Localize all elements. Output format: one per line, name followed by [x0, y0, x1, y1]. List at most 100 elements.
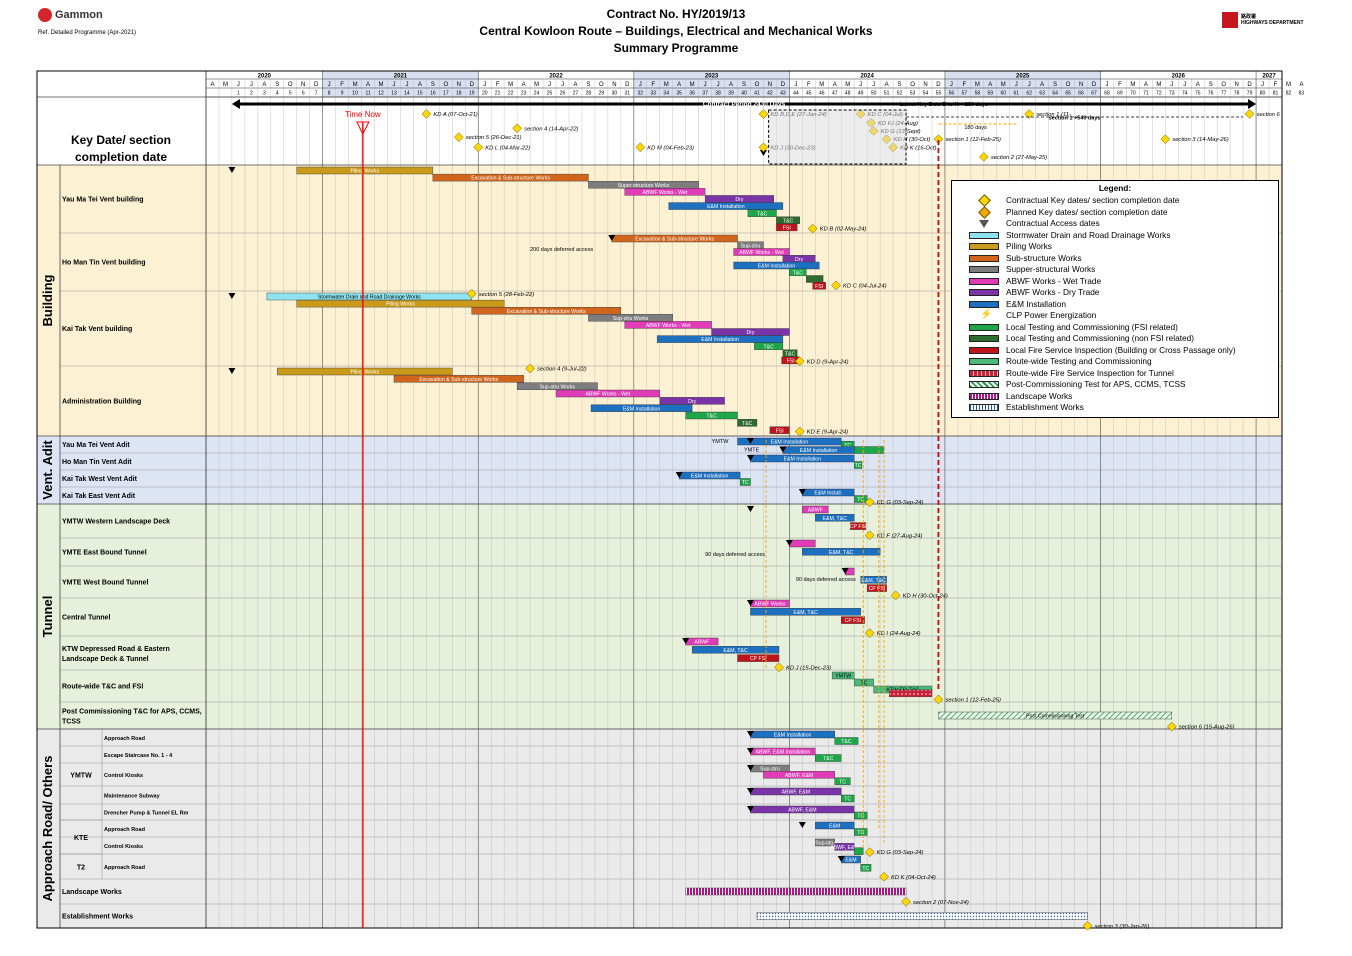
- bar-wet: [789, 539, 816, 548]
- row-label: Escape Staircase No. 1 - 4: [104, 753, 173, 759]
- month-number: 72: [1156, 91, 1162, 97]
- legend-item-label: ABWF Works - Dry Trade: [1006, 287, 1100, 297]
- month-letter: J: [794, 82, 797, 88]
- legend-item: Route-wide Testing and Commissioning: [952, 356, 1278, 367]
- access-date-triangle: [682, 638, 690, 644]
- legend-swatch: [969, 335, 999, 342]
- bar-label: ABWF, E&M: [785, 773, 814, 779]
- milestone-diamond: [794, 356, 805, 367]
- access-date-triangle: [841, 568, 849, 574]
- month-letter: M: [690, 82, 695, 88]
- bar-label: Dry: [688, 399, 696, 405]
- legend-item-label: Post-Commissioning Test for APS, CCMS, T…: [1006, 379, 1186, 389]
- bar-tc_fsi: [747, 209, 777, 217]
- bar-label: CP FSI: [869, 586, 886, 592]
- bar-label: Excavation & Sub-structure Works: [419, 377, 498, 383]
- month-number: 19: [469, 91, 475, 97]
- row-label: Control Kiosks: [104, 773, 143, 779]
- month-number: 69: [1117, 91, 1123, 97]
- bar-label: Dry: [746, 330, 754, 336]
- month-number: 49: [858, 91, 864, 97]
- bar-tc_fsi: [754, 342, 784, 350]
- bar-label: T&C: [757, 211, 768, 217]
- month-letter: D: [1247, 82, 1252, 88]
- title-line-2: Central Kowloon Route – Buildings, Elect…: [479, 24, 873, 38]
- legend-swatch: [969, 277, 999, 285]
- bar-super: [516, 382, 598, 390]
- gammon-logo-mark: [38, 8, 52, 22]
- month-letter: J: [1183, 82, 1186, 88]
- bar-label: ABWF Works - Wet: [739, 250, 784, 256]
- row-label: Yau Ma Tei Vent building: [62, 197, 144, 204]
- bar-label: T&C: [706, 414, 717, 420]
- month-letter: J: [704, 82, 707, 88]
- milestone-label: section 5 (28-Feb-22): [479, 292, 534, 298]
- milestone-label: KD M (04-Feb-23): [647, 145, 694, 151]
- legend-item: E&M Installation: [952, 299, 1278, 310]
- bar-label: Stormwater Drain and Road Drainage Works: [318, 295, 421, 301]
- bar-wet: [763, 771, 835, 779]
- access-date-triangle: [675, 472, 683, 478]
- title-line-1: Contract No. HY/2019/13: [606, 7, 746, 21]
- month-number: 20: [482, 91, 488, 97]
- legend-item-label: Sub-structure Works: [1006, 252, 1082, 263]
- bar-label: Excavation & Sub-structure Works: [507, 309, 586, 315]
- month-letter: A: [573, 82, 577, 88]
- month-number: 53: [910, 91, 916, 97]
- bar-land: [685, 887, 907, 896]
- year-label: 2026: [1172, 74, 1186, 80]
- legend-item-label: Local Testing and Commissioning (non FSI…: [1006, 333, 1195, 343]
- month-number: 22: [508, 91, 514, 97]
- annotation-note: 200 days deferred access: [530, 247, 593, 253]
- bar-label: E&M Installation: [800, 448, 838, 454]
- month-number: 3: [263, 91, 266, 97]
- bar-label: E&M Installation: [784, 457, 822, 463]
- month-letter: M: [508, 82, 513, 88]
- bar-label: Super-structure Works: [618, 183, 670, 189]
- bar-label: E&M Installation: [707, 204, 745, 210]
- bar-fsi: [769, 426, 790, 434]
- legend-item-label: Local Testing and Commissioning (FSI rel…: [1006, 321, 1178, 332]
- month-number: 52: [897, 91, 903, 97]
- gammon-logo: Gammon: [38, 8, 103, 22]
- legend-item: Local Testing and Commissioning (non FSI…: [952, 333, 1278, 344]
- month-letter: O: [599, 82, 604, 88]
- bar-tc_fsi: [685, 411, 738, 420]
- milestone-label: KD G (03-Sep-24): [877, 500, 924, 506]
- section-label: Building: [40, 274, 55, 326]
- bar-label: ABWF, E&M Installation: [756, 750, 811, 756]
- month-number: 66: [1078, 91, 1084, 97]
- bar-label: T&C: [793, 270, 804, 276]
- month-letter: S: [742, 82, 746, 88]
- section-label: Approach Road/ Others: [40, 756, 55, 902]
- month-number: 29: [599, 91, 605, 97]
- bar-label: T&C: [841, 739, 852, 745]
- month-letter: A: [522, 82, 526, 88]
- legend-item-label: Supper-structural Works: [1006, 264, 1096, 274]
- bar-label: TC: [857, 497, 864, 503]
- month-letter: M: [819, 82, 824, 88]
- row-label: Approach Road: [104, 865, 145, 871]
- bar-wet: [624, 321, 712, 329]
- programme-reference: Ref. Detailed Programme (Apr-2021): [38, 30, 137, 36]
- month-letter: J: [1028, 82, 1031, 88]
- month-letter: A: [366, 82, 370, 88]
- month-number: 4: [276, 91, 279, 97]
- access-date-triangle: [746, 765, 754, 771]
- bar-tc_fsi: [789, 268, 807, 276]
- legend-swatch: [969, 392, 999, 400]
- month-number: 77: [1221, 91, 1227, 97]
- month-letter: O: [288, 82, 293, 88]
- month-letter: A: [1196, 82, 1200, 88]
- month-number: 61: [1013, 91, 1019, 97]
- legend-item: Planned Key dates/ section completion da…: [952, 205, 1278, 219]
- month-number: 40: [741, 91, 747, 97]
- month-number: 25: [547, 91, 553, 97]
- month-number: 11: [365, 91, 370, 97]
- milestone-label: section 6: [1257, 112, 1281, 118]
- bar-piling: [277, 367, 453, 376]
- bar-label: E&M Installation: [771, 440, 809, 446]
- legend-item-label: ABWF Works - Wet Trade: [1006, 275, 1102, 286]
- annotation-note: 180 days: [964, 125, 987, 131]
- legend-item-label: E&M Installation: [1006, 298, 1066, 309]
